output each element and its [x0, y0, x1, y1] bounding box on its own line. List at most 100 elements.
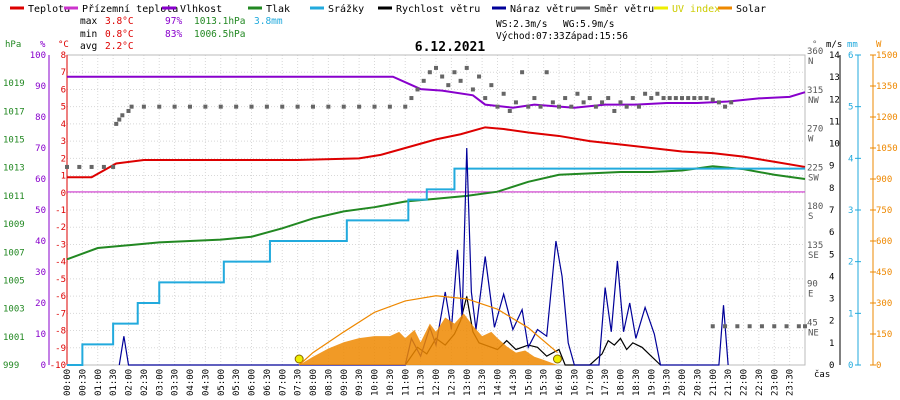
x-tick-label: 08:30: [324, 369, 334, 396]
wind-direction-point: [673, 96, 678, 101]
x-axis-unit: čas: [814, 369, 830, 380]
wind-direction-point: [89, 164, 94, 169]
temperature-tick-label: 4: [61, 120, 66, 130]
wind-direction-point: [636, 104, 641, 109]
wind-direction-point: [698, 96, 703, 101]
rain-axis-header: mm: [847, 40, 858, 50]
wind-direction-point: [387, 104, 392, 109]
stats-row-label: max: [80, 16, 97, 27]
legend-label: Solar: [736, 4, 766, 15]
rain-tick-label: 0: [848, 361, 853, 371]
wind-direction-point: [295, 104, 300, 109]
wind-direction-point: [538, 104, 543, 109]
x-tick-label: 09:00: [340, 369, 350, 396]
stats-pressure: 1013.1hPa: [194, 16, 245, 27]
x-tick-label: 01:30: [109, 369, 119, 396]
x-tick-label: 22:30: [755, 369, 765, 396]
series-line: [118, 147, 729, 366]
wind-direction-point: [581, 100, 586, 105]
wind-direction-point: [114, 121, 119, 126]
wind-direction-point: [280, 104, 285, 109]
wind-direction-point: [729, 100, 734, 105]
temperature-tick-label: -9: [55, 344, 66, 354]
wind-direction-point: [77, 164, 82, 169]
humidity-tick-label: 30: [35, 268, 46, 278]
wind-direction-point: [141, 104, 146, 109]
speed-tick-label: 11: [829, 117, 840, 127]
x-tick-label: 11:00: [401, 369, 411, 396]
wind-direction-point: [409, 96, 414, 101]
x-tick-label: 05:30: [232, 369, 242, 396]
x-tick-label: 12:30: [447, 369, 457, 396]
stats-temp: 2.2°C: [105, 41, 134, 52]
speed-tick-label: 13: [829, 73, 840, 83]
temperature-tick-label: -1: [55, 206, 66, 216]
speed-tick-label: 3: [829, 295, 834, 305]
x-tick-label: 17:30: [601, 369, 611, 396]
wind-direction-point: [157, 104, 162, 109]
wind-direction-point: [357, 104, 362, 109]
x-tick-label: 15:30: [540, 369, 550, 396]
wind-direction-point: [593, 104, 598, 109]
series-tlak: [66, 165, 806, 261]
direction-compass-label: S: [808, 212, 813, 222]
x-tick-label: 16:00: [555, 369, 565, 396]
wind-direction-point: [550, 100, 555, 105]
wind-direction-point: [120, 113, 125, 118]
series-n-raz-v-tru: [118, 147, 729, 366]
pressure-tick-label: 1017: [3, 107, 25, 117]
wind-direction-point: [624, 104, 629, 109]
temperature-tick-label: -2: [55, 223, 66, 233]
wind-direction-point: [759, 324, 764, 329]
speed-tick-label: 8: [829, 184, 834, 194]
stats-row-label: avg: [80, 41, 97, 52]
series-line: [67, 75, 806, 109]
wind-direction-point: [803, 324, 807, 329]
wind-direction-point: [532, 96, 537, 101]
x-tick-label: 17:00: [586, 369, 596, 396]
humidity-tick-label: 0: [41, 361, 46, 371]
wind-direction-point: [649, 96, 654, 101]
direction-compass-label: E: [808, 290, 813, 300]
direction-compass-label: W: [808, 135, 814, 145]
temperature-tick-label: 5: [61, 103, 66, 113]
solar-tick-label: 150: [876, 330, 892, 340]
legend-item: Rychlost větru: [378, 3, 480, 15]
sun-marker: [294, 354, 304, 364]
x-tick-label: 09:30: [355, 369, 365, 396]
pressure-tick-label: 1001: [3, 333, 25, 343]
pressure-tick-label: 1009: [3, 220, 25, 230]
wind-direction-point: [667, 96, 672, 101]
stats-row-label: min: [80, 29, 97, 40]
x-tick-label: 02:30: [140, 369, 150, 396]
series-solar-max: [298, 295, 558, 366]
pressure-tick-label: 1015: [3, 136, 25, 146]
x-tick-label: 10:30: [386, 369, 396, 396]
pressure-tick-label: 1005: [3, 276, 25, 286]
legend-item: Vlhkost: [162, 4, 222, 15]
legend-label: Náraz větru: [510, 3, 576, 15]
direction-axis-header: °: [812, 40, 817, 50]
speed-tick-label: 14: [829, 51, 840, 61]
x-tick-label: 12:00: [432, 369, 442, 396]
wind-direction-point: [311, 104, 315, 109]
stats-pressure: 1006.5hPa: [194, 29, 245, 40]
speed-tick-label: 0: [829, 361, 834, 371]
speed-tick-label: 2: [829, 317, 834, 327]
wind-direction-point: [489, 83, 494, 88]
legend-label: Rychlost větru: [396, 3, 480, 15]
wind-direction-point: [427, 70, 432, 75]
wind-direction-point: [477, 74, 482, 79]
humidity-tick-label: 90: [35, 82, 46, 92]
legend-label: Vlhkost: [180, 4, 222, 15]
temperature-tick-label: -5: [55, 275, 66, 285]
wind-direction-point: [203, 104, 208, 109]
x-tick-label: 15:00: [524, 369, 534, 396]
wind-direction-point: [630, 96, 635, 101]
speed-tick-label: 6: [829, 228, 834, 238]
wind-direction-point: [218, 104, 223, 109]
wind-direction-point: [470, 87, 475, 92]
speed-axis-header: m/s: [826, 40, 842, 50]
wind-direction-point: [784, 324, 789, 329]
solar-tick-label: 750: [876, 206, 892, 216]
